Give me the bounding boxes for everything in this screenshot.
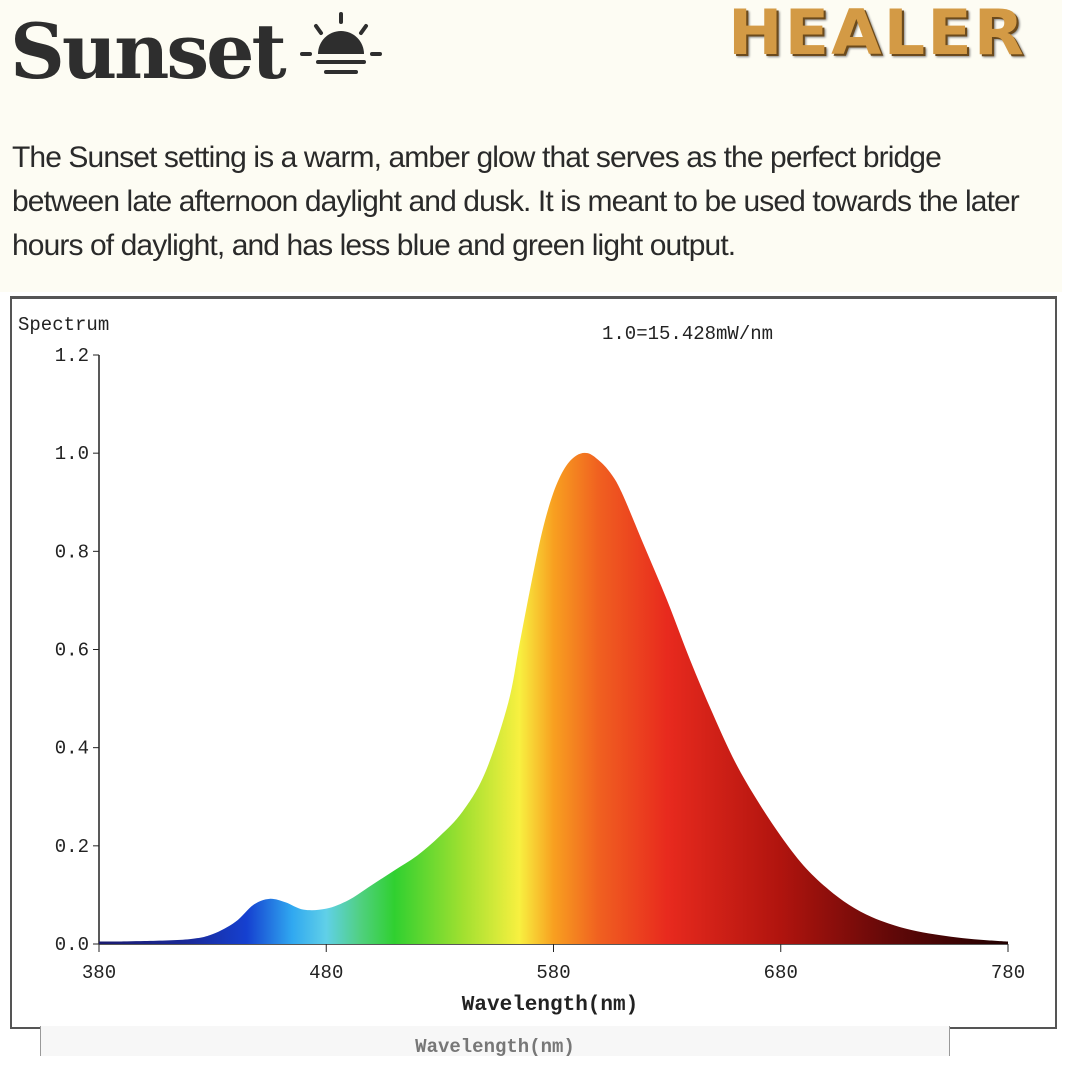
spectrum-chart: Spectrum 1.0=15.428mW/nm 0.0 0.2 0.4 0.6 0.8…	[10, 296, 1057, 1029]
y-tick-label: 0.4	[55, 738, 89, 760]
chart-title: Spectrum	[18, 314, 109, 336]
x-axis-label: Wavelength(nm)	[462, 994, 638, 1017]
spectrum-area	[99, 452, 1008, 944]
spectrum-svg: Spectrum 1.0=15.428mW/nm 0.0 0.2 0.4 0.6 0.8…	[18, 314, 1025, 1017]
y-tick-label: 0.8	[55, 541, 89, 563]
sunset-icon	[300, 12, 382, 74]
y-tick-label: 1.0	[55, 443, 89, 465]
y-tick-label: 0.0	[55, 934, 89, 956]
chart-annotation: 1.0=15.428mW/nm	[602, 323, 773, 345]
page-title: Sunset	[10, 7, 287, 96]
y-tick-label: 1.2	[55, 345, 89, 367]
y-tick-label: 0.2	[55, 836, 89, 858]
x-tick-label: 680	[764, 962, 798, 984]
x-tick-label: 380	[82, 962, 116, 984]
x-tick-label: 780	[991, 962, 1025, 984]
header-panel: Sunset HEALER The Sunset setting is a wa…	[0, 0, 1062, 292]
brand-logo: HEALER	[728, 0, 1027, 69]
y-tick-label: 0.6	[55, 640, 89, 662]
x-tick-label: 480	[309, 962, 343, 984]
cropped-axis-label: Wavelength(nm)	[415, 1036, 575, 1058]
description: The Sunset setting is a warm, amber glow…	[12, 141, 1020, 262]
x-tick-label: 580	[536, 962, 570, 984]
cropped-chart-footer: Wavelength(nm)	[40, 1026, 950, 1058]
